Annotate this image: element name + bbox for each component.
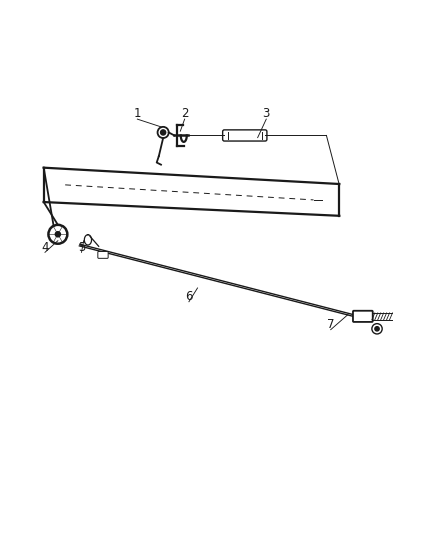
FancyBboxPatch shape (98, 252, 108, 259)
Circle shape (53, 229, 63, 239)
Text: 4: 4 (41, 241, 49, 254)
FancyBboxPatch shape (353, 311, 373, 322)
Text: 1: 1 (134, 108, 141, 120)
Text: 3: 3 (262, 108, 270, 120)
Circle shape (55, 232, 60, 237)
FancyBboxPatch shape (223, 130, 267, 141)
Text: 5: 5 (78, 241, 85, 254)
Text: 2: 2 (181, 108, 188, 120)
Circle shape (161, 130, 166, 135)
Circle shape (375, 327, 379, 331)
Text: 6: 6 (185, 290, 193, 303)
Text: 7: 7 (327, 318, 335, 331)
